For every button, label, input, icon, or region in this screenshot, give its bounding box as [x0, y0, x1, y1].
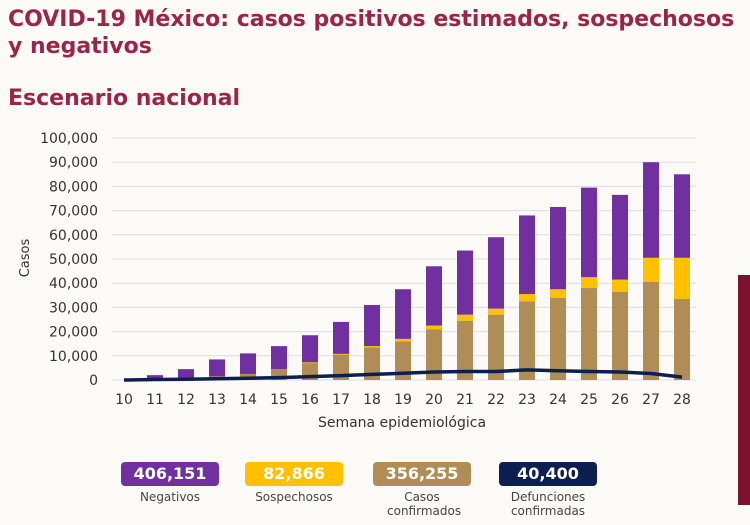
bar-negativos: [209, 359, 225, 377]
legend-label: Casos confirmados: [387, 490, 462, 518]
bar-negativos: [519, 215, 535, 295]
x-tick-label: 21: [456, 392, 474, 408]
y-tick-label: 100,000: [40, 131, 98, 147]
bar-confirmados: [519, 301, 535, 380]
bar-sospechosos: [581, 277, 597, 289]
x-tick-label: 17: [332, 392, 350, 408]
y-tick-label: 50,000: [49, 252, 98, 268]
legend-label: Negativos: [139, 490, 201, 504]
bar-sospechosos: [333, 353, 349, 355]
y-axis-label: Casos: [18, 239, 33, 278]
bar-negativos: [240, 353, 256, 374]
bar-confirmados: [395, 341, 411, 380]
bar-negativos: [581, 187, 597, 278]
bar-confirmados: [612, 291, 628, 380]
bar-negativos: [674, 174, 690, 258]
x-tick-label: 26: [611, 392, 629, 408]
bar-sospechosos: [364, 346, 380, 348]
bar-negativos: [426, 266, 442, 326]
bar-confirmados: [426, 329, 442, 380]
bar-sospechosos: [302, 362, 318, 364]
bar-sospechosos: [643, 257, 659, 282]
x-tick-label: 19: [394, 392, 412, 408]
legend-value: 40,400: [499, 462, 597, 486]
bar-sospechosos: [395, 338, 411, 342]
x-tick-label: 22: [487, 392, 505, 408]
legend-confirmados: 356,255 Casos confirmados: [370, 462, 474, 518]
legend-label: Defunciones confirmadas: [510, 490, 586, 518]
legend-sospechosos: 82,866 Sospechosos: [242, 462, 346, 504]
x-tick-label: 14: [239, 392, 257, 408]
bar-negativos: [643, 162, 659, 258]
x-axis-label: Semana epidemiológica: [318, 415, 486, 431]
y-tick-label: 20,000: [49, 325, 98, 341]
x-tick-label: 15: [270, 392, 288, 408]
bar-sospechosos: [550, 289, 566, 298]
bar-confirmados: [364, 347, 380, 380]
x-tick-label: 27: [642, 392, 660, 408]
y-tick-label: 10,000: [49, 349, 98, 365]
legend-defunciones: 40,400 Defunciones confirmadas: [496, 462, 600, 518]
page-subtitle: Escenario nacional: [8, 86, 241, 111]
y-tick-label: 60,000: [49, 228, 98, 244]
bar-negativos: [271, 346, 287, 370]
y-tick-label: 80,000: [49, 179, 98, 195]
bar-negativos: [178, 369, 194, 379]
bar-sospechosos: [488, 308, 504, 315]
x-tick-label: 18: [363, 392, 381, 408]
bar-negativos: [395, 289, 411, 339]
x-tick-label: 16: [301, 392, 319, 408]
legend-label: Sospechosos: [255, 490, 333, 504]
x-tick-label: 24: [549, 392, 567, 408]
bar-sospechosos: [457, 314, 473, 321]
y-tick-label: 70,000: [49, 204, 98, 220]
bar-sospechosos: [612, 279, 628, 292]
bar-sospechosos: [674, 257, 690, 299]
page-title: COVID-19 México: casos positivos estimad…: [8, 7, 735, 59]
y-tick-label: 40,000: [49, 276, 98, 292]
bar-confirmados: [271, 369, 287, 380]
bar-sospechosos: [519, 294, 535, 302]
line-defunciones: [123, 368, 683, 382]
bar-confirmados: [333, 354, 349, 380]
bar-negativos: [364, 304, 380, 347]
bar-negativos: [333, 321, 349, 354]
bar-negativos: [550, 206, 566, 290]
bar-negativos: [488, 237, 504, 309]
bar-negativos: [147, 375, 163, 380]
bar-confirmados: [488, 314, 504, 380]
bar-confirmados: [581, 288, 597, 380]
x-tick-label: 12: [177, 392, 195, 408]
legend-negativos: 406,151 Negativos: [118, 462, 222, 504]
x-tick-label: 11: [146, 392, 164, 408]
x-tick-label: 10: [115, 392, 133, 408]
legend-value: 356,255: [373, 462, 471, 486]
bar-negativos: [612, 194, 628, 280]
y-tick-label: 0: [89, 373, 98, 389]
y-tick-label: 30,000: [49, 300, 98, 316]
x-tick-label: 23: [518, 392, 536, 408]
bar-confirmados: [674, 298, 690, 380]
bar-confirmados: [550, 297, 566, 380]
bar-negativos: [457, 250, 473, 315]
bar-negativos: [302, 335, 318, 363]
bar-confirmados: [457, 320, 473, 380]
legend-value: 82,866: [245, 462, 343, 486]
legend-value: 406,151: [121, 462, 219, 486]
bar-sospechosos: [426, 325, 442, 330]
decorative-bar: [738, 275, 750, 505]
x-tick-label: 28: [673, 392, 691, 408]
bar-confirmados: [643, 281, 659, 380]
x-tick-label: 25: [580, 392, 598, 408]
y-tick-label: 90,000: [49, 155, 98, 171]
x-tick-label: 20: [425, 392, 443, 408]
x-tick-label: 13: [208, 392, 226, 408]
